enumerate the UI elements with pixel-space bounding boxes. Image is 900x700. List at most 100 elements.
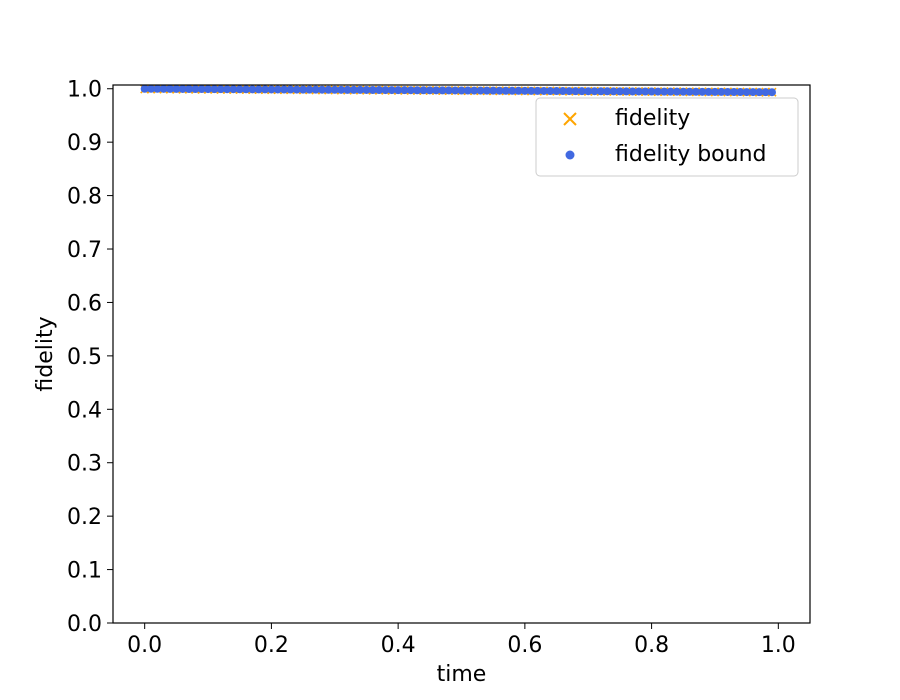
fidelity-bound-point xyxy=(628,87,637,96)
fidelity-bound-point xyxy=(755,88,764,97)
fidelity-bound-point xyxy=(729,88,738,97)
fidelity-bound-point xyxy=(362,85,371,94)
legend: fidelity fidelity bound xyxy=(535,97,799,177)
fidelity-bound-point xyxy=(292,85,301,94)
fidelity-bound-point xyxy=(482,86,491,95)
fidelity-bound-point xyxy=(311,85,320,94)
fidelity-bound-point xyxy=(622,87,631,96)
fidelity-bound-point xyxy=(254,85,263,94)
y-tick-label: 0.7 xyxy=(67,238,102,263)
fidelity-bound-point xyxy=(242,85,251,94)
fidelity-bound-point xyxy=(691,87,700,96)
fidelity-bound-point xyxy=(191,85,200,94)
fidelity-bound-point xyxy=(210,85,219,94)
fidelity-bound-point xyxy=(615,87,624,96)
y-tick-label: 0.2 xyxy=(67,505,102,530)
fidelity-bound-point xyxy=(223,85,232,94)
fidelity-bound-point xyxy=(527,86,536,95)
fidelity-bound-point xyxy=(406,86,415,95)
fidelity-bound-point xyxy=(261,85,270,94)
fidelity-bound-point xyxy=(647,87,656,96)
fidelity-bound-point xyxy=(495,86,504,95)
y-axis-label: fidelity xyxy=(33,316,58,391)
y-tick-label: 0.8 xyxy=(67,185,102,210)
y-tick-label: 0.6 xyxy=(67,291,102,316)
fidelity-bound-point xyxy=(153,84,162,93)
fidelity-bound-point xyxy=(140,84,149,93)
fidelity-bound-point xyxy=(571,87,580,96)
fidelity-bound-point xyxy=(539,86,548,95)
legend-label-fidelity-bound: fidelity bound xyxy=(615,142,767,167)
fidelity-bound-point xyxy=(584,87,593,96)
fidelity-bound-point xyxy=(717,87,726,96)
fidelity-bound-point xyxy=(343,85,352,94)
fidelity-bound-point xyxy=(666,87,675,96)
fidelity-bound-point xyxy=(508,86,517,95)
fidelity-bound-point xyxy=(178,84,187,93)
fidelity-bound-point xyxy=(438,86,447,95)
fidelity-bound-point xyxy=(723,87,732,96)
fidelity-bound-point xyxy=(172,84,181,93)
fidelity-bound-point xyxy=(736,88,745,97)
x-tick-label: 0.6 xyxy=(507,633,542,658)
y-tick-label: 0.9 xyxy=(67,131,102,156)
fidelity-bound-point xyxy=(609,87,618,96)
fidelity-bound-point xyxy=(267,85,276,94)
fidelity-bound-point xyxy=(413,86,422,95)
y-tick-label: 0.5 xyxy=(67,345,102,370)
x-tick-label: 1.0 xyxy=(761,633,796,658)
fidelity-bound-point xyxy=(235,85,244,94)
fidelity-bound-point xyxy=(634,87,643,96)
fidelity-bound-point xyxy=(197,85,206,94)
fidelity-bound-point xyxy=(432,86,441,95)
fidelity-bound-point xyxy=(685,87,694,96)
fidelity-bound-point xyxy=(672,87,681,96)
fidelity-bound-point xyxy=(147,84,156,93)
fidelity-bound-point xyxy=(514,86,523,95)
fidelity-bound-point xyxy=(679,87,688,96)
fidelity-bound-point xyxy=(653,87,662,96)
legend-box xyxy=(535,97,799,177)
axes-frame xyxy=(112,84,811,624)
fidelity-bound-point xyxy=(590,87,599,96)
fidelity-bound-point xyxy=(419,86,428,95)
fidelity-bound-point xyxy=(558,87,567,96)
legend-label-fidelity: fidelity xyxy=(615,106,690,131)
fidelity-bound-point xyxy=(324,85,333,94)
fidelity-bound-point xyxy=(470,86,479,95)
fidelity-bound-point xyxy=(641,87,650,96)
legend-marker-fidelity-bound xyxy=(565,150,575,160)
fidelity-bound-point xyxy=(710,87,719,96)
fidelity-bound-point xyxy=(185,84,194,93)
fidelity-bound-point xyxy=(216,85,225,94)
fidelity-bound-point xyxy=(489,86,498,95)
fidelity-bound-point xyxy=(603,87,612,96)
fidelity-bound-point xyxy=(761,88,770,97)
fidelity-bound-point xyxy=(273,85,282,94)
fidelity-bound-point xyxy=(368,86,377,95)
fidelity-bound-point xyxy=(565,87,574,96)
fidelity-bound-point xyxy=(387,86,396,95)
y-tick-label: 1.0 xyxy=(67,78,102,103)
fidelity-bound-point xyxy=(248,85,257,94)
x-axis-label: time xyxy=(437,662,487,687)
y-axis-ticks: 0.0 0.1 0.2 0.3 0.4 0.5 0.6 0.7 0.8 0.9 1.0 xyxy=(67,78,113,637)
fidelity-bound-point xyxy=(546,86,555,95)
fidelity-bound-point xyxy=(204,85,213,94)
x-tick-label: 0.8 xyxy=(634,633,669,658)
fidelity-bound-point xyxy=(742,88,751,97)
fidelity-bound-point xyxy=(451,86,460,95)
fidelity-bound-point xyxy=(299,85,308,94)
fidelity-bound-point xyxy=(394,86,403,95)
fidelity-bound-point xyxy=(533,86,542,95)
fidelity-bound-point xyxy=(330,85,339,94)
x-axis-ticks: 0.0 0.2 0.4 0.6 0.8 1.0 xyxy=(127,623,796,658)
fidelity-bound-point xyxy=(552,87,561,96)
y-tick-label: 0.0 xyxy=(67,612,102,637)
fidelity-bound-point xyxy=(457,86,466,95)
fidelity-bound-point xyxy=(463,86,472,95)
fidelity-bound-point xyxy=(704,87,713,96)
x-tick-label: 0.4 xyxy=(381,633,416,658)
y-tick-label: 0.3 xyxy=(67,452,102,477)
